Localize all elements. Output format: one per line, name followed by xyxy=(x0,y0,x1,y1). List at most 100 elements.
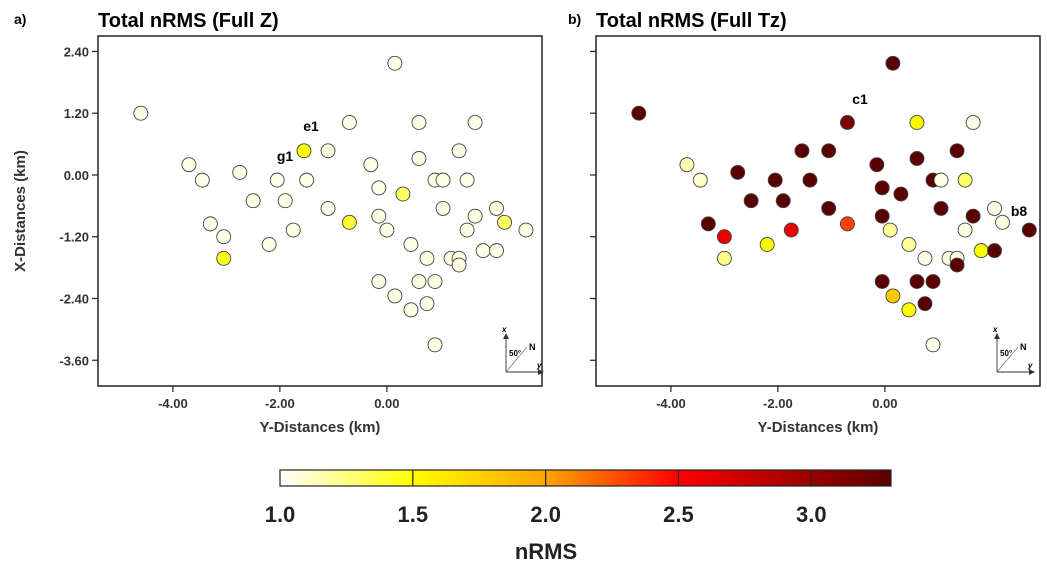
station-marker xyxy=(403,237,419,252)
panel-b-compass: x 50° N y xyxy=(992,325,1035,375)
x-tick-label: -4.00 xyxy=(158,396,188,411)
station-marker xyxy=(435,172,451,188)
station-marker xyxy=(518,222,534,238)
station-marker xyxy=(459,222,475,238)
station-marker xyxy=(802,172,818,188)
x-tick-label: -2.00 xyxy=(265,396,295,411)
station-marker xyxy=(949,143,965,159)
station-marker xyxy=(371,208,387,224)
panel-b-title: Total nRMS (Full Tz) xyxy=(596,10,787,32)
station-marker xyxy=(497,214,513,230)
station-marker xyxy=(995,214,1011,230)
station-marker xyxy=(299,172,315,188)
station-marker xyxy=(839,216,855,232)
panel-a-ylabel: X-Distances (km) xyxy=(12,150,29,272)
panel-a-xlabel: Y-Distances (km) xyxy=(260,419,381,436)
station-marker xyxy=(869,157,885,173)
station-marker xyxy=(965,208,981,224)
station-marker xyxy=(965,115,981,130)
station-marker xyxy=(395,186,411,202)
station-marker xyxy=(451,143,467,159)
station-marker xyxy=(341,214,357,230)
station-marker xyxy=(245,193,261,209)
colorbar-label: nRMS xyxy=(515,539,577,564)
compass-angle: 50° xyxy=(1000,349,1012,358)
colorbar: 1.0 1.5 2.0 2.5 3.0 nRMS xyxy=(265,469,892,564)
station-marker xyxy=(1021,222,1037,238)
station-marker xyxy=(925,337,941,353)
panel-b: b) Total nRMS (Full Tz) Y-Distances (km)… xyxy=(568,10,1041,436)
colorbar-tick-label: 3.0 xyxy=(796,502,827,527)
station-marker xyxy=(767,172,783,188)
panel-a-plot-frame xyxy=(97,35,543,387)
station-marker xyxy=(759,237,775,252)
station-marker xyxy=(451,257,467,273)
station-marker xyxy=(917,296,933,312)
station-marker xyxy=(909,151,925,166)
station-marker xyxy=(783,222,799,238)
station-marker xyxy=(419,296,435,312)
colorbar-gradient xyxy=(279,469,892,487)
station-marker xyxy=(387,288,403,304)
annotation-g1: g1 xyxy=(277,148,294,164)
station-marker xyxy=(909,115,925,130)
x-tick-label: 0.00 xyxy=(374,396,399,411)
panel-b-x-axis: -4.00 -2.00 0.00 xyxy=(656,386,898,411)
station-marker xyxy=(692,172,708,188)
station-marker xyxy=(821,143,837,159)
station-marker xyxy=(901,302,917,318)
station-marker xyxy=(320,200,336,216)
station-marker xyxy=(296,143,312,159)
station-marker xyxy=(387,55,403,71)
annotation-e1: e1 xyxy=(303,118,319,134)
station-marker xyxy=(371,180,387,196)
station-marker xyxy=(269,172,285,188)
station-marker xyxy=(232,164,248,180)
y-tick-label: 1.20 xyxy=(64,106,89,121)
compass-angle: 50° xyxy=(509,349,521,358)
station-marker xyxy=(949,257,965,273)
panel-a-x-axis: -4.00 -2.00 0.00 xyxy=(158,386,400,411)
compass-x-label: x xyxy=(992,325,998,334)
station-marker xyxy=(821,200,837,216)
panel-a-tag: a) xyxy=(14,11,26,27)
station-marker xyxy=(743,193,759,209)
station-marker xyxy=(882,222,898,238)
compass-x-label: x xyxy=(501,325,507,334)
station-marker xyxy=(216,250,232,266)
station-marker xyxy=(909,274,925,289)
station-marker xyxy=(363,157,379,173)
compass-north: N xyxy=(529,342,536,352)
compass-y-label: y xyxy=(1027,361,1033,370)
y-tick-label: -3.60 xyxy=(59,353,89,368)
x-tick-label: -2.00 xyxy=(763,396,793,411)
station-marker xyxy=(411,115,427,130)
station-marker xyxy=(874,180,890,196)
station-marker xyxy=(194,172,210,188)
station-marker xyxy=(933,172,949,188)
station-marker xyxy=(341,115,357,130)
station-marker xyxy=(467,115,483,130)
station-marker xyxy=(901,237,917,252)
colorbar-tick-label: 2.0 xyxy=(530,502,561,527)
station-marker xyxy=(957,222,973,238)
station-marker xyxy=(839,115,855,130)
station-marker xyxy=(933,200,949,216)
station-marker xyxy=(679,157,695,173)
panel-a-y-axis: 2.40 1.20 0.00 -1.20 -2.40 -3.60 xyxy=(59,44,98,368)
station-marker xyxy=(716,229,732,245)
y-tick-label: -1.20 xyxy=(59,230,89,245)
station-marker xyxy=(475,243,491,259)
y-tick-label: -2.40 xyxy=(59,292,89,307)
station-marker xyxy=(874,274,890,289)
station-marker xyxy=(885,288,901,304)
panel-b-plot-frame xyxy=(595,35,1041,387)
station-marker xyxy=(133,105,149,121)
station-marker xyxy=(893,186,909,202)
panel-b-tag: b) xyxy=(568,11,581,27)
colorbar-tick-label: 1.5 xyxy=(398,502,429,527)
panel-b-y-axis xyxy=(590,50,596,361)
colorbar-ticks: 1.0 1.5 2.0 2.5 3.0 xyxy=(265,470,827,527)
panel-a: a) Total nRMS (Full Z) X-Distances (km) … xyxy=(12,10,544,436)
